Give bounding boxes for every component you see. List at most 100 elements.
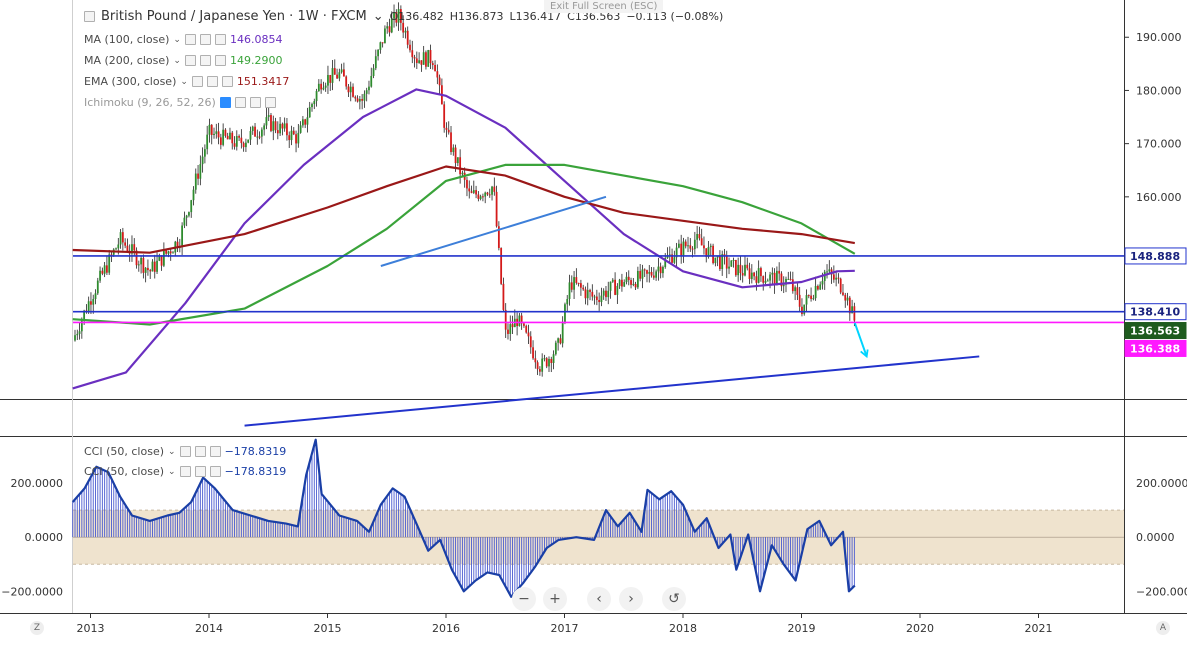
chevron-down-icon[interactable]: ⌄ [173,55,181,66]
candle-body [99,270,101,281]
candle-body [381,42,384,44]
candle-body [791,279,794,292]
candle-body [281,123,284,129]
candle-body [607,290,610,298]
legend-ema300-label: EMA (300, close) [84,75,177,88]
candle-body [611,279,614,282]
scroll-left-button[interactable]: ‹ [587,587,611,611]
candle-body [719,256,721,270]
candle-body [741,273,744,276]
settings-icon[interactable] [194,446,206,457]
candle-body [648,271,651,274]
collapse-icon[interactable] [84,11,95,22]
x-tick-label: 2015 [314,622,342,635]
settings-icon[interactable] [194,466,206,477]
candle-body [431,63,434,66]
candle-body [575,277,578,283]
candle-body [231,132,234,144]
ohlc-high: H136.873 [449,10,504,23]
candle-body [771,272,774,275]
candle-body [413,57,416,59]
close-icon[interactable] [209,466,221,477]
settings-icon[interactable] [199,34,211,45]
eye-icon[interactable] [179,446,191,457]
candle-body [536,362,539,370]
zoom-in-button[interactable]: + [543,587,567,611]
candle-body [853,306,856,321]
candle-body [393,12,395,19]
eye-icon[interactable] [179,466,191,477]
settings-icon[interactable] [206,76,218,87]
close-icon[interactable] [214,34,226,45]
candle-body [160,255,163,266]
broken-trendline [380,195,607,267]
reset-chart-button[interactable]: ↺ [662,587,686,611]
candle-body [197,173,199,179]
legend-ma200-value: 149.2900 [229,54,283,67]
price-badge-label: 148.888 [1130,250,1180,263]
settings-icon[interactable] [234,97,246,108]
candle-body [650,271,653,276]
chevron-down-icon[interactable]: ⌄ [173,34,181,45]
zoom-out-button[interactable]: − [512,587,536,611]
candle-body [580,283,582,288]
candle-body [523,323,525,326]
eye-icon[interactable] [184,34,196,45]
eye-icon[interactable] [184,55,196,66]
candle-body [707,247,710,257]
candle-body [363,93,366,101]
candle-body [327,74,329,86]
legend-ma100[interactable]: MA (100, close) ⌄ 146.0854 [84,33,282,46]
settings-icon[interactable] [199,55,211,66]
candle-body [265,117,268,126]
candle-body [591,291,594,297]
candle-body [477,194,480,199]
legend-ma200[interactable]: MA (200, close) ⌄ 149.2900 [84,54,282,67]
chevron-down-icon[interactable]: ⌄ [180,76,188,87]
candle-body [135,250,138,266]
eye-icon[interactable] [191,76,203,87]
candle-body [140,257,142,265]
candle-body [466,179,468,189]
candle-body [181,225,184,247]
chevron-down-icon[interactable]: ⌄ [168,446,176,457]
close-icon[interactable] [221,76,233,87]
candle-body [158,255,161,261]
timezone-button[interactable]: Z [30,621,44,635]
code-icon[interactable] [249,97,261,108]
candle-body [652,275,655,278]
candle-body [226,135,229,140]
candle-body [365,90,368,94]
candle-body [605,290,607,298]
chevron-down-icon[interactable]: ⌄ [372,9,384,24]
auto-scale-button[interactable]: A [1156,621,1170,635]
candle-body [276,130,279,134]
legend-ema300[interactable]: EMA (300, close) ⌄ 151.3417 [84,75,289,88]
candle-body [502,283,505,310]
candle-body [568,282,571,299]
exit-fullscreen-button[interactable]: Exit Full Screen (ESC) [544,0,664,13]
candle-body [124,242,127,246]
scroll-right-button[interactable]: › [619,587,643,611]
close-icon[interactable] [214,55,226,66]
hidden-eye-icon[interactable] [219,97,231,108]
candle-body [399,9,402,23]
candle-body [589,290,591,292]
candle-body [785,278,787,285]
candle-body [418,60,421,63]
candle-body [577,282,580,284]
close-icon[interactable] [264,97,276,108]
legend-ichimoku[interactable]: Ichimoku (9, 26, 52, 26) [84,96,276,109]
chevron-down-icon[interactable]: ⌄ [168,466,176,477]
legend-cci-2[interactable]: CCI (50, close) ⌄ −178.8319 [84,465,286,478]
legend-cci-1[interactable]: CCI (50, close) ⌄ −178.8319 [84,445,286,458]
projection-arrow [853,322,868,357]
candle-body [379,42,382,50]
candle-body [548,358,550,367]
candle-body [429,50,432,64]
ohlc-change: −0.113 (−0.08%) [626,10,724,23]
close-icon[interactable] [209,446,221,457]
candle-body [518,315,521,327]
symbol-title[interactable]: British Pound / Japanese Yen · 1W · FXCM [101,9,367,24]
